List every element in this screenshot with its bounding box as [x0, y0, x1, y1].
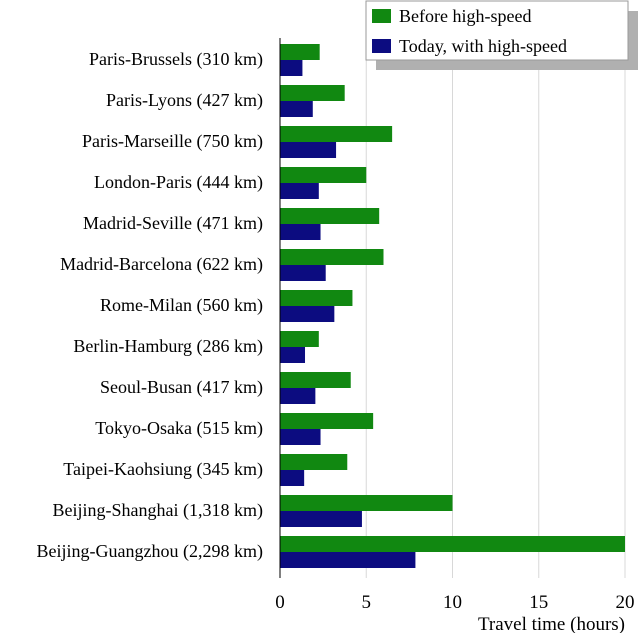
category-label-3: London-Paris (444 km) [94, 172, 263, 193]
bar-today-7 [280, 347, 306, 363]
bar-before-9 [280, 413, 374, 429]
category-label-8: Seoul-Busan (417 km) [100, 377, 263, 398]
bar-before-6 [280, 290, 353, 306]
x-tick-label-0: 0 [275, 592, 285, 613]
bar-today-1 [280, 101, 313, 117]
legend-box [365, 0, 629, 61]
bar-today-3 [280, 183, 319, 199]
legend-swatch-before [372, 9, 391, 23]
x-tick-label-5: 5 [362, 592, 372, 613]
x-axis-title: Travel time (hours) [478, 614, 625, 633]
bar-today-5 [280, 265, 326, 281]
legend-label-before: Before high-speed [399, 6, 531, 26]
x-tick-label-10: 10 [443, 592, 462, 613]
category-label-9: Tokyo-Osaka (515 km) [95, 418, 263, 439]
category-label-4: Madrid-Seville (471 km) [83, 213, 263, 234]
bar-before-8 [280, 372, 351, 388]
bar-before-11 [280, 495, 453, 511]
category-label-2: Paris-Marseille (750 km) [82, 131, 263, 152]
bar-today-4 [280, 224, 321, 240]
category-label-12: Beijing-Guangzhou (2,298 km) [37, 541, 263, 562]
legend-label-today: Today, with high-speed [399, 36, 567, 56]
bar-before-7 [280, 331, 319, 347]
x-tick-label-20: 20 [616, 592, 635, 613]
bar-before-4 [280, 208, 380, 224]
category-label-11: Beijing-Shanghai (1,318 km) [53, 500, 263, 521]
bar-before-10 [280, 454, 348, 470]
category-label-7: Berlin-Hamburg (286 km) [73, 336, 263, 357]
category-label-0: Paris-Brussels (310 km) [89, 49, 263, 70]
bar-today-10 [280, 470, 305, 486]
bar-today-12 [280, 552, 416, 568]
category-label-10: Taipei-Kaohsiung (345 km) [63, 459, 263, 480]
legend-swatch-today [372, 39, 391, 53]
bar-today-8 [280, 388, 316, 404]
bar-today-9 [280, 429, 321, 445]
bar-today-6 [280, 306, 335, 322]
x-tick-label-15: 15 [529, 592, 548, 613]
bar-before-2 [280, 126, 393, 142]
category-label-1: Paris-Lyons (427 km) [106, 90, 263, 111]
bar-before-0 [280, 44, 320, 60]
category-label-6: Rome-Milan (560 km) [100, 295, 263, 316]
bar-today-0 [280, 60, 303, 76]
category-label-5: Madrid-Barcelona (622 km) [60, 254, 263, 275]
bar-before-12 [280, 536, 625, 552]
bar-before-1 [280, 85, 345, 101]
bar-today-2 [280, 142, 337, 158]
bar-before-5 [280, 249, 384, 265]
bar-today-11 [280, 511, 362, 527]
bar-before-3 [280, 167, 367, 183]
